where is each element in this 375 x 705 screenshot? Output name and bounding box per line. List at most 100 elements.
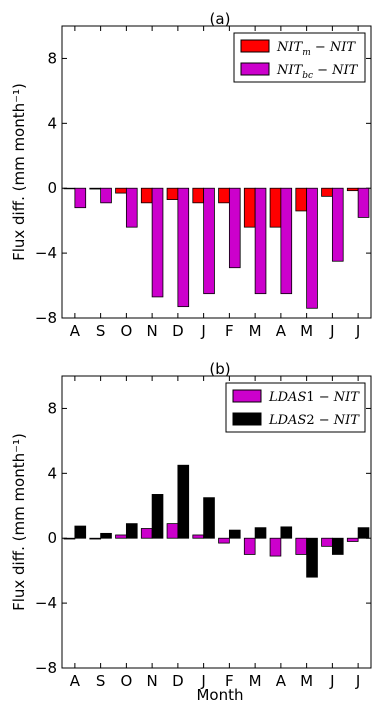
- panel-b-bar-series2: [177, 464, 190, 539]
- panel-b-bar-series2: [125, 523, 138, 539]
- panel-a-ytick-label: 8: [47, 49, 57, 67]
- panel-a-xtick-label: J: [329, 322, 334, 340]
- panel-b-ytick-label: 4: [47, 464, 57, 482]
- panel-a-xtick-label: D: [172, 322, 184, 340]
- panel-a-bar-series2: [151, 187, 164, 298]
- panel-a-ytick-label: 4: [47, 114, 57, 132]
- panel-a-bar-series1: [166, 187, 179, 200]
- panel-a-bar-series2: [203, 187, 215, 295]
- x-axis-label: Month: [196, 686, 243, 704]
- legend-swatch-ldas1: [232, 389, 262, 403]
- panel-b-bar-series2: [228, 529, 241, 539]
- panel-a-y-axis-label: Flux diff. (mm month⁻¹): [10, 83, 28, 261]
- panel-b-xtick-label: F: [225, 672, 234, 690]
- panel-b-xtick-label: N: [147, 672, 158, 690]
- panel-b-xtick-label: D: [172, 672, 184, 690]
- panel-b-bar-series2: [74, 525, 87, 539]
- panel-b-title: (b): [209, 360, 230, 378]
- panel-a-bar-series2: [125, 187, 138, 228]
- legend-label-nit-m: NITm − NIT: [276, 40, 356, 58]
- panel-a-xtick-label: A: [276, 322, 287, 340]
- legend-label-ldas1: LDAS1 − NIT: [268, 390, 360, 405]
- panel-a-xtick-label: O: [120, 322, 132, 340]
- panel-a-ytick-label: −8: [35, 309, 57, 327]
- panel-b-bar-series2: [306, 537, 318, 578]
- panel-a-xtick-label: M: [249, 322, 262, 340]
- panel-b-bar-series1: [295, 537, 308, 555]
- panel-a-bar-series2: [228, 187, 241, 269]
- legend-swatch-nit-m: [240, 39, 270, 53]
- panel-b-bar-series1: [346, 537, 359, 542]
- panel-a-xtick-label: J: [200, 322, 205, 340]
- panel-b-bar-series1: [140, 528, 153, 539]
- panel-b-xtick-label: A: [70, 672, 81, 690]
- panel-b-ytick-label: −8: [35, 659, 57, 677]
- panel-a-bar-series1: [218, 187, 230, 204]
- panel-b-bar-series2: [254, 527, 267, 539]
- panel-a-title: (a): [210, 10, 231, 28]
- panel-b-bar-series1: [192, 534, 205, 539]
- panel-a-bar-series2: [74, 187, 87, 209]
- panel-b-ytick-label: 0: [47, 529, 57, 547]
- panel-b-bar-series2: [203, 497, 215, 539]
- panel-b-ytick-label: −4: [35, 594, 57, 612]
- panel-a-ytick-label: −4: [35, 244, 57, 262]
- panel-a-bar-series1: [346, 187, 359, 192]
- panel-b-xtick-label: M: [249, 672, 262, 690]
- panel-b-xtick-label: S: [96, 672, 106, 690]
- panel-a-bar-series1: [89, 187, 102, 190]
- panel-b-xtick-label: O: [120, 672, 132, 690]
- panel-b-ytick-label: 8: [47, 399, 57, 417]
- panel-a-y-ticks: −8 −4 0 4 8: [35, 49, 371, 327]
- panel-b-bar-series1: [269, 537, 282, 557]
- panel-b-bar-series1: [218, 537, 230, 544]
- panel-a-bar-series2: [331, 187, 344, 262]
- panel-a-bar-series1: [192, 187, 205, 204]
- panel-a-xtick-label: A: [70, 322, 81, 340]
- panel-a-bar-series2: [100, 187, 112, 204]
- panel-b-bar-series1: [243, 537, 256, 555]
- panel-a-ytick-label: 0: [47, 179, 57, 197]
- panel-a-bar-series1: [321, 187, 333, 197]
- panel-a-xtick-label: S: [96, 322, 106, 340]
- panel-a-bar-series1: [269, 187, 282, 228]
- panel-b-bar-series2: [100, 532, 112, 539]
- panel-a-bar-series2: [306, 187, 318, 309]
- panel-b-plot-frame: [61, 375, 372, 669]
- legend-label-ldas2: LDAS2 − NIT: [268, 413, 360, 428]
- panel-b-bar-series2: [331, 537, 344, 555]
- panel-a-xtick-label: J: [355, 322, 360, 340]
- panel-a-xtick-label: F: [225, 322, 234, 340]
- panel-b-xtick-label: A: [276, 672, 287, 690]
- panel-a-bar-series2: [280, 187, 293, 295]
- panel-a-bar-series2: [254, 187, 267, 295]
- panel-a-bar-series1: [295, 187, 308, 212]
- legend-swatch-ldas2: [232, 412, 262, 426]
- panel-b-bar-series2: [280, 526, 293, 539]
- panel-a-plot-frame: [61, 25, 372, 319]
- panel-a-bar-series1: [63, 187, 76, 190]
- panel-a-xtick-label: N: [147, 322, 158, 340]
- panel-b-y-ticks: −8 −4 0 4 8: [35, 399, 371, 677]
- panel-b-bar-series1: [115, 534, 127, 539]
- panel-a-bar-series1: [243, 187, 256, 228]
- legend-swatch-nit-bc: [240, 62, 270, 76]
- panel-a-bar-series2: [357, 187, 370, 218]
- panel-b-bar-series1: [63, 537, 76, 540]
- panel-b-bar-series1: [166, 523, 179, 539]
- panel-b-xtick-label: J: [329, 672, 334, 690]
- panel-a-bars: [63, 187, 370, 309]
- panel-b-xtick-label: J: [355, 672, 360, 690]
- panel-a-xtick-label: M: [300, 322, 313, 340]
- legend-label-nit-bc: NITbc − NIT: [276, 63, 359, 81]
- panel-a-bar-series1: [115, 187, 127, 194]
- panel-b-bar-series1: [321, 537, 333, 547]
- panel-b-bar-series2: [151, 494, 164, 539]
- panel-a-bar-series2: [177, 187, 190, 308]
- panel-b-xtick-label: J: [200, 672, 205, 690]
- panel-b-xtick-label: M: [300, 672, 313, 690]
